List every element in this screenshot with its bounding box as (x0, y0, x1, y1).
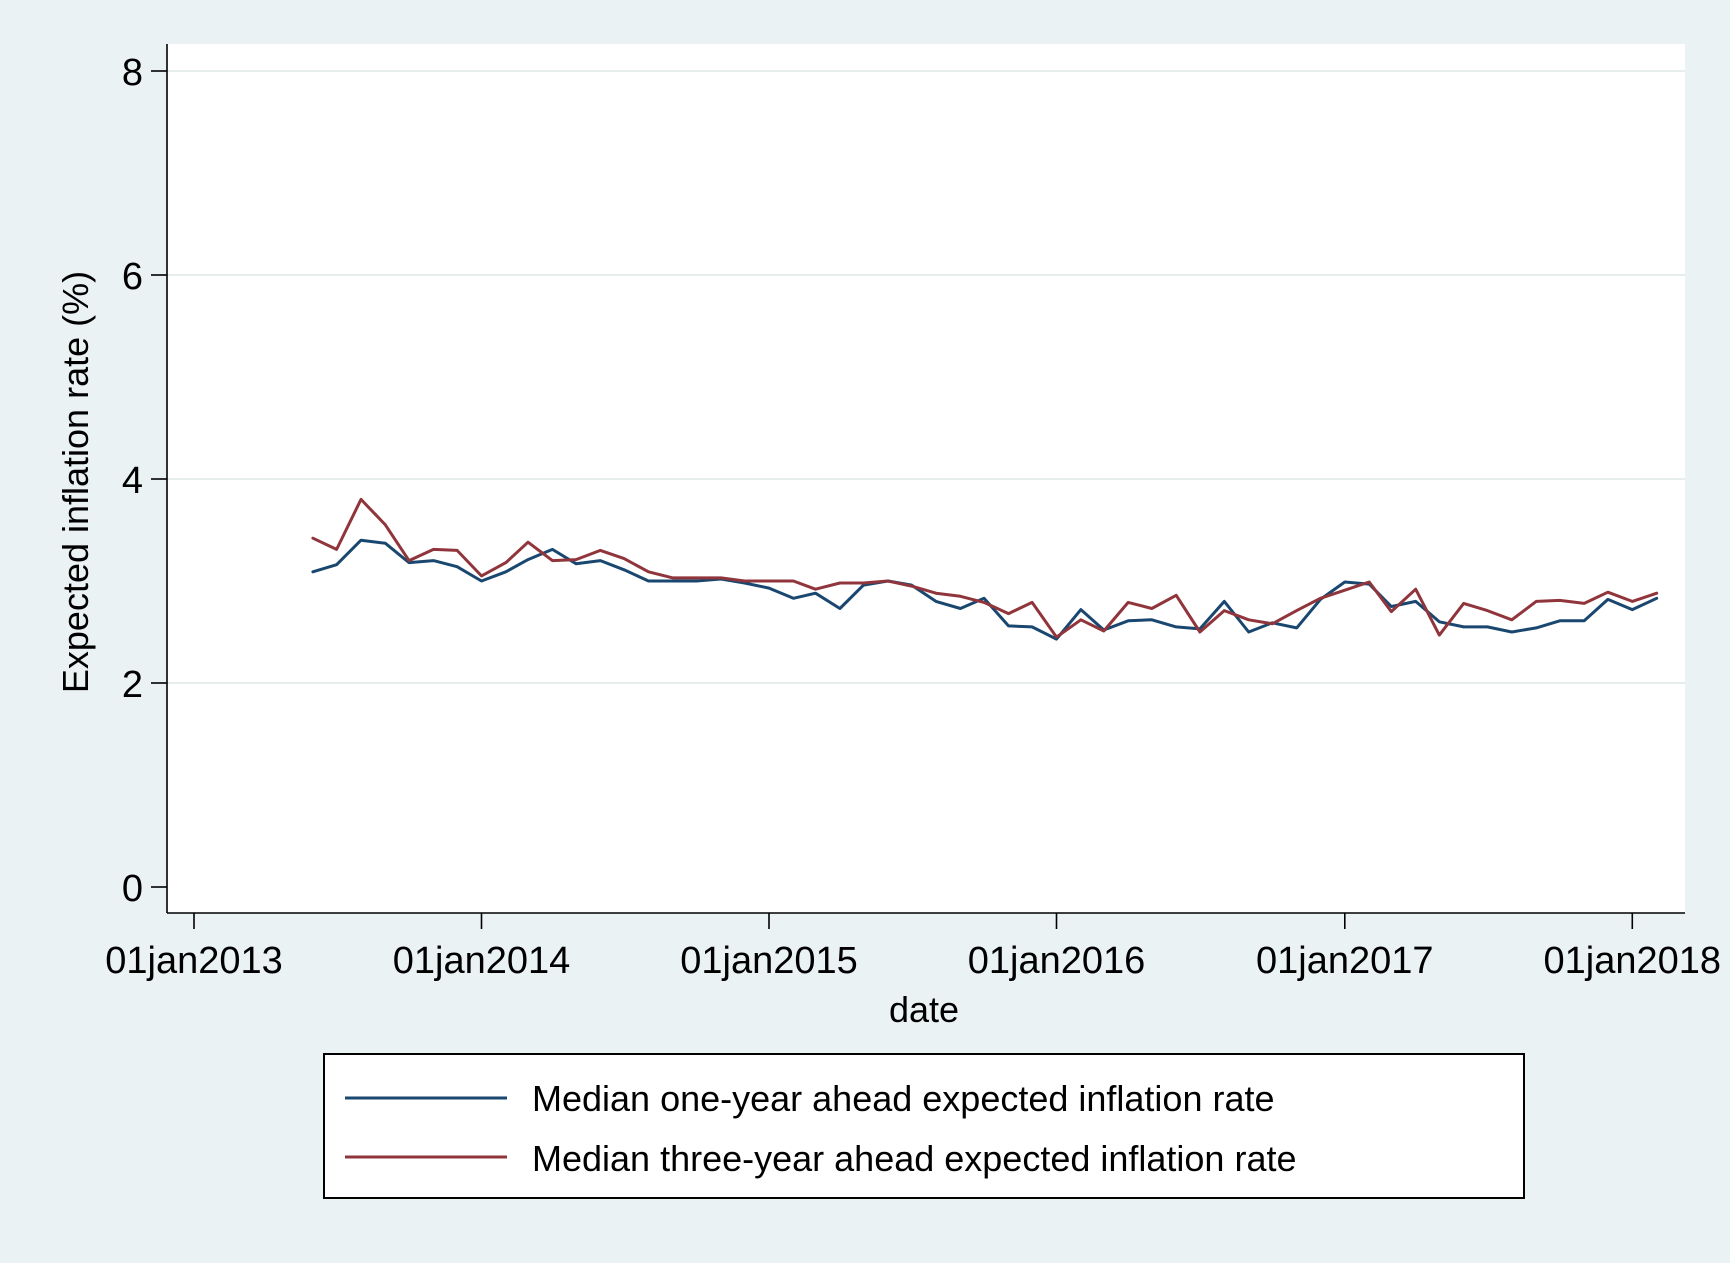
series-layer (311, 497, 1659, 641)
x-tick-label: 01jan2018 (1544, 940, 1722, 982)
x-tick-label: 01jan2013 (105, 940, 283, 982)
legend-label-one-year: Median one-year ahead expected inflation… (532, 1078, 1275, 1119)
y-tick-label: 4 (122, 460, 143, 502)
y-tick-label: 8 (122, 52, 143, 94)
x-tick-label: 01jan2014 (393, 940, 571, 982)
x-ticks: 01jan2013 01jan2014 01jan2015 01jan2016 01ja… (105, 913, 1721, 982)
series-line-one-year (311, 538, 1659, 641)
series-line-three-year (311, 497, 1659, 639)
legend-label-three-year: Median three-year ahead expected inflati… (532, 1138, 1297, 1179)
y-tick-label: 6 (122, 256, 143, 298)
y-ticks: 0 2 4 6 8 (122, 52, 167, 910)
x-axis-label: date (889, 989, 959, 1030)
y-tick-label: 0 (122, 868, 143, 910)
y-axis-label: Expected inflation rate (%) (55, 271, 96, 693)
y-tick-label: 2 (122, 664, 143, 706)
x-tick-label: 01jan2015 (680, 940, 858, 982)
legend: Median one-year ahead expected inflation… (323, 1053, 1525, 1199)
grid-layer (167, 70, 1685, 684)
x-tick-label: 01jan2017 (1256, 940, 1434, 982)
legend-box (323, 1053, 1525, 1199)
x-tick-label: 01jan2016 (968, 940, 1146, 982)
